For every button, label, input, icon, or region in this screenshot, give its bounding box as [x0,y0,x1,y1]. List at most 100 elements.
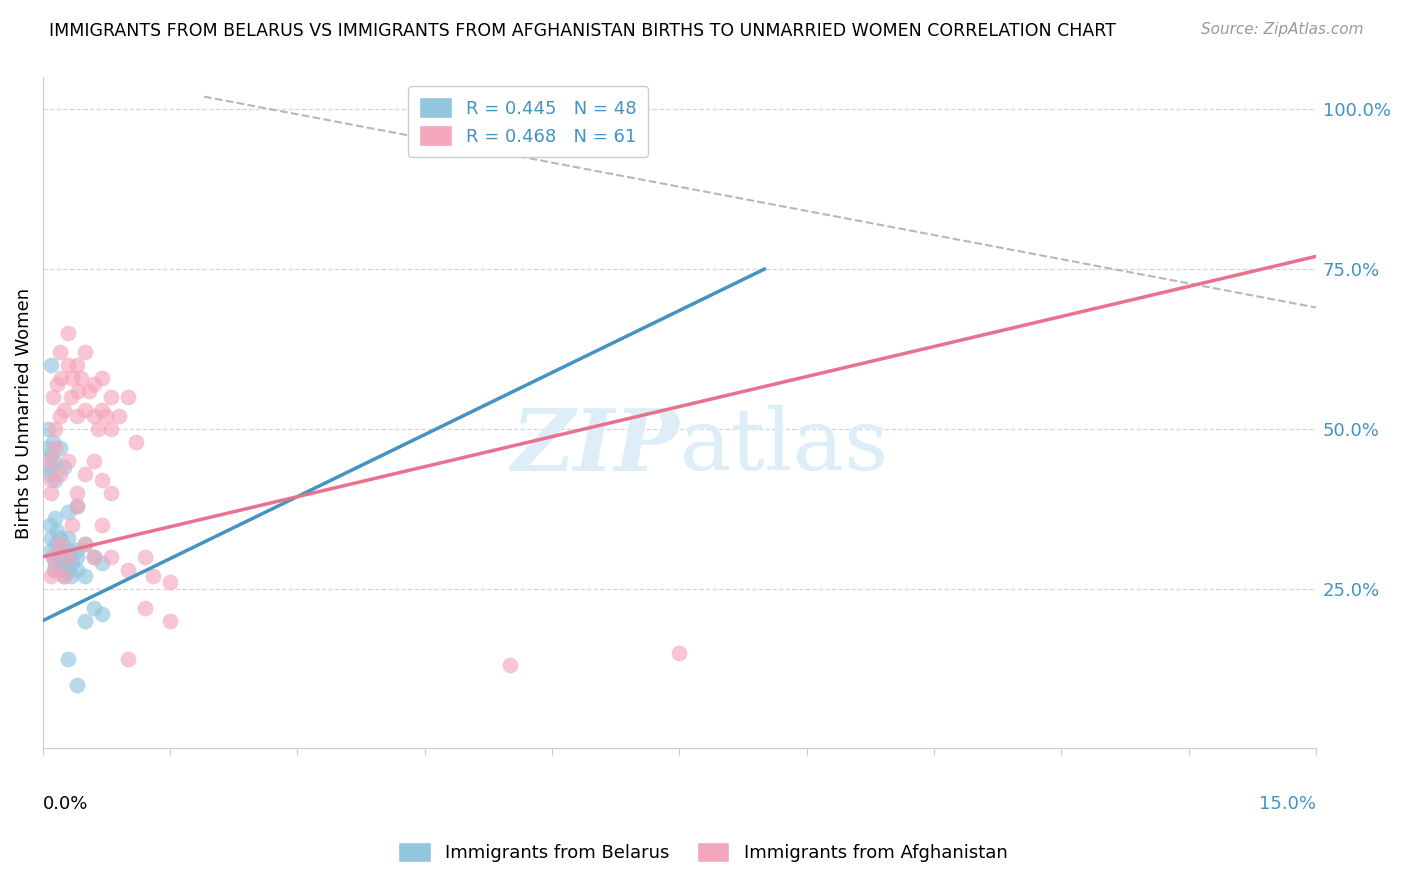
Point [66,499,89,513]
Point [38,454,60,468]
Point [75,614,97,628]
Point [91,607,114,622]
Point [44,473,66,487]
Text: 15.0%: 15.0% [1258,796,1316,814]
Text: IMMIGRANTS FROM BELARUS VS IMMIGRANTS FROM AFGHANISTAN BIRTHS TO UNMARRIED WOMEN: IMMIGRANTS FROM BELARUS VS IMMIGRANTS FR… [49,22,1116,40]
Point [66,677,89,691]
Point [37,422,59,436]
Point [83,600,105,615]
Point [134,549,156,564]
Point [42,434,65,449]
Point [91,402,114,417]
Point [66,499,89,513]
Point [51,371,73,385]
Point [67,384,90,398]
Point [46,524,69,539]
Point [59,549,82,564]
Point [87,422,110,436]
Point [39,358,62,372]
Point [100,486,122,500]
Point [117,652,139,666]
Point [39,486,62,500]
Point [46,377,69,392]
Point [39,543,62,558]
Point [75,467,97,481]
Point [55,549,77,564]
Point [100,422,122,436]
Point [48,467,70,481]
Point [83,454,105,468]
Point [58,358,80,372]
Point [42,454,65,468]
Text: ZIP: ZIP [512,405,679,488]
Point [66,486,89,500]
Point [46,549,69,564]
Point [38,460,60,475]
Point [52,402,75,417]
Point [62,517,84,532]
Point [52,569,75,583]
Point [48,345,70,359]
Y-axis label: Births to Unmarried Women: Births to Unmarried Women [15,287,32,539]
Point [79,384,101,398]
Point [117,390,139,404]
Point [48,441,70,455]
Point [44,441,66,455]
Point [91,556,114,570]
Point [125,434,148,449]
Point [59,390,82,404]
Point [52,460,75,475]
Point [100,549,122,564]
Point [66,562,89,576]
Point [668,646,690,660]
Point [75,537,97,551]
Point [91,473,114,487]
Point [42,549,65,564]
Point [66,549,89,564]
Point [48,556,70,570]
Point [39,531,62,545]
Point [39,569,62,583]
Text: atlas: atlas [679,405,889,488]
Point [39,473,62,487]
Point [35,441,58,455]
Point [44,556,66,570]
Point [159,575,181,590]
Point [117,562,139,576]
Point [83,409,105,424]
Point [100,390,122,404]
Point [91,517,114,532]
Point [58,543,80,558]
Point [498,658,520,673]
Point [58,652,80,666]
Point [39,448,62,462]
Point [83,377,105,392]
Point [42,562,65,576]
Point [48,543,70,558]
Point [58,326,80,340]
Point [58,454,80,468]
Legend: R = 0.445   N = 48, R = 0.468   N = 61: R = 0.445 N = 48, R = 0.468 N = 61 [408,87,648,157]
Point [51,537,73,551]
Point [66,358,89,372]
Text: Source: ZipAtlas.com: Source: ZipAtlas.com [1201,22,1364,37]
Point [62,556,84,570]
Point [52,569,75,583]
Point [75,537,97,551]
Point [42,549,65,564]
Point [75,345,97,359]
Point [66,543,89,558]
Point [83,549,105,564]
Point [44,422,66,436]
Point [96,409,118,424]
Point [38,467,60,481]
Point [48,537,70,551]
Point [91,371,114,385]
Point [108,409,131,424]
Point [83,549,105,564]
Point [58,505,80,519]
Point [134,600,156,615]
Point [75,569,97,583]
Point [159,614,181,628]
Point [66,409,89,424]
